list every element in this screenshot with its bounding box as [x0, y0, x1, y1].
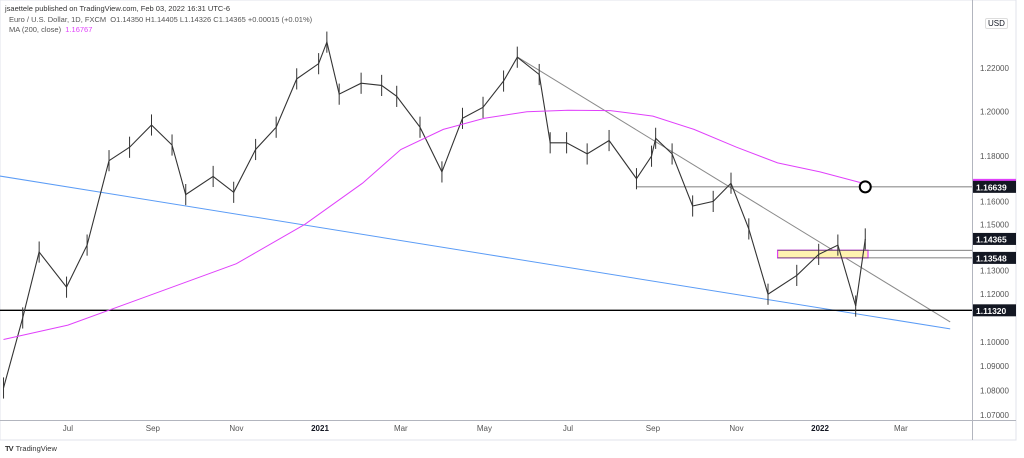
- ma-200-line: [3, 109, 866, 340]
- x-tick-label: 2021: [311, 424, 329, 433]
- y-tick-label: 1.15000: [980, 220, 1009, 229]
- last-price-label: 1.14365: [976, 234, 1007, 244]
- chart-frame: [0, 0, 1017, 441]
- ohlc-values: O1.14350 H1.14405 L1.14326 C1.14365 +0.0…: [110, 15, 313, 24]
- resistance-zone: [776, 249, 869, 259]
- level-price-label-bg: [973, 180, 1016, 193]
- x-tick-label: Mar: [894, 424, 908, 433]
- last-price-label-bg: [973, 232, 1016, 245]
- y-tick-label: 1.07000: [980, 411, 1009, 420]
- y-tick-label: 1.09000: [980, 362, 1009, 371]
- y-tick-label: 1.18000: [980, 152, 1009, 161]
- tradingview-logo[interactable]: TV TradingView: [5, 444, 57, 453]
- ma-value: 1.16767: [65, 25, 93, 34]
- x-tick-label: 2022: [811, 424, 829, 433]
- x-tick-label: Jul: [63, 424, 73, 433]
- x-tick-label: Jul: [563, 424, 573, 433]
- y-tick-label: 1.10000: [980, 338, 1009, 347]
- ma-label[interactable]: MA (200, close): [9, 25, 62, 34]
- published-note: jsaettele published on TradingView.com, …: [5, 4, 230, 13]
- x-tick-label: Nov: [229, 424, 243, 433]
- level-price-label-bg: [973, 304, 1016, 317]
- y-tick-label: 1.13000: [980, 267, 1009, 276]
- level-price-label: 1.16639: [976, 182, 1007, 192]
- symbol-name[interactable]: Euro / U.S. Dollar, 1D, FXCM: [9, 15, 107, 24]
- level-price-label: 1.13548: [976, 253, 1007, 263]
- price-series: [2, 40, 866, 389]
- y-tick-label: 1.12000: [980, 290, 1009, 299]
- legend: Euro / U.S. Dollar, 1D, FXCM O1.14350 H1…: [9, 15, 312, 35]
- ma-axis-marker: [973, 178, 1016, 182]
- blue-trendline: [0, 175, 951, 330]
- level-price-label: 1.11320: [976, 306, 1007, 316]
- x-tick-label: Sep: [646, 424, 661, 433]
- x-tick-label: Nov: [729, 424, 743, 433]
- y-tick-label: 1.16000: [980, 197, 1009, 206]
- level-price-label-bg: [973, 251, 1016, 264]
- y-tick-label: 1.08000: [980, 386, 1009, 395]
- x-tick-label: Sep: [146, 424, 161, 433]
- y-tick-label: 1.22000: [980, 64, 1009, 73]
- y-tick-label: 1.20000: [980, 108, 1009, 117]
- currency-button[interactable]: USD: [985, 18, 1008, 29]
- tv-logo-icon: TV: [5, 444, 14, 453]
- x-tick-label: May: [477, 424, 492, 433]
- x-tick-label: Mar: [394, 424, 408, 433]
- target-circle-marker: [858, 180, 872, 194]
